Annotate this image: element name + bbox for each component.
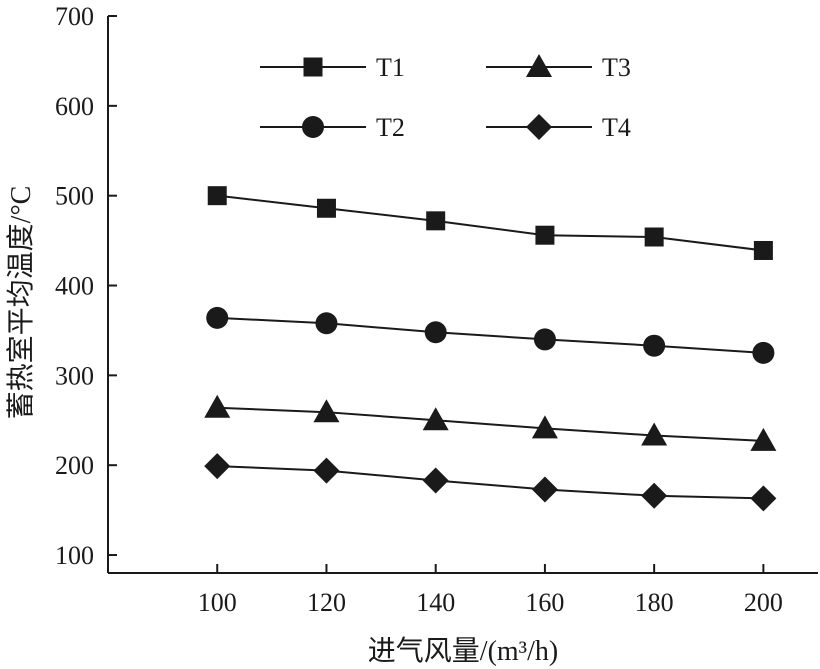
data-point-T3 [641,422,668,446]
data-point-T4 [641,482,668,509]
data-point-T2 [752,341,775,364]
series-line-T4 [217,465,764,500]
legend-label: T1 [376,53,405,82]
plot-frame [107,16,818,574]
data-point-T4 [750,485,777,512]
data-point-T3 [313,399,340,423]
data-point-T2 [206,306,229,329]
series-layer [204,186,777,512]
legend-marker-T4 [526,114,552,140]
legend: T1 T2 T3 T4 [260,53,631,142]
legend-marker-T3 [526,54,552,77]
data-point-T4 [313,457,340,484]
data-point-T3 [531,415,558,439]
series-T2 [206,306,775,364]
series-T4 [204,453,777,512]
series-line-T3 [217,406,764,442]
data-point-T4 [531,476,558,503]
y-tick-label: 300 [55,361,94,390]
legend-marker-T2 [302,116,324,138]
data-point-T1 [535,225,555,245]
legend-item-T3: T3 [486,53,631,82]
data-point-T4 [422,467,449,494]
x-tick-label: 160 [525,588,564,617]
data-point-T4 [204,453,231,480]
data-point-T1 [426,211,446,231]
series-T3 [204,394,777,451]
legend-item-T1: T1 [260,53,405,82]
x-tick-label: 120 [307,588,346,617]
series-line-T2 [217,316,764,354]
x-tick-label: 100 [198,588,237,617]
data-point-T2 [533,328,556,351]
x-axis-ticks: 100 120 140 160 180 200 [198,564,783,617]
data-point-T3 [204,394,231,418]
data-point-T1 [316,198,336,218]
legend-label: T2 [376,113,405,142]
y-axis-title: 蓄热室平均温度/°C [5,186,37,420]
data-point-T1 [207,186,227,206]
legend-label: T4 [602,113,631,142]
legend-item-T2: T2 [260,113,405,142]
y-tick-label: 700 [55,2,94,31]
legend-marker-T1 [303,57,323,77]
x-tick-label: 180 [635,588,674,617]
y-tick-label: 400 [55,272,94,301]
y-tick-label: 100 [55,541,94,570]
data-point-T2 [643,334,666,357]
data-point-T2 [315,312,338,335]
y-tick-label: 500 [55,182,94,211]
legend-label: T3 [602,53,631,82]
data-point-T3 [422,407,449,431]
x-tick-label: 140 [416,588,455,617]
data-point-T1 [644,227,664,247]
x-axis-title: 进气风量/(m³/h) [368,635,558,667]
x-tick-label: 200 [744,588,783,617]
y-tick-label: 200 [55,451,94,480]
series-line-T1 [217,194,764,252]
y-tick-label: 600 [55,92,94,121]
data-point-T1 [753,240,773,260]
series-T1 [207,186,773,260]
data-point-T2 [424,321,447,344]
legend-item-T4: T4 [486,113,631,142]
y-axis-ticks: 100 200 300 400 500 600 700 [55,2,117,570]
data-point-T3 [750,427,777,451]
